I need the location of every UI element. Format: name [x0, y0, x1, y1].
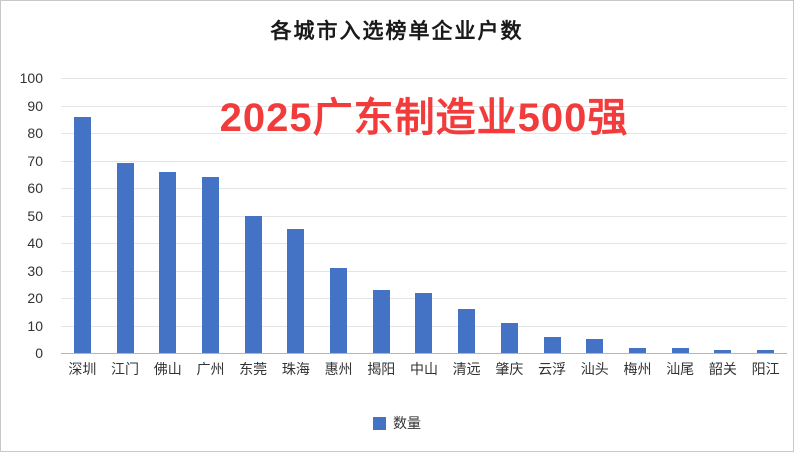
y-tick-label: 30	[27, 262, 43, 279]
bar-slot	[275, 78, 318, 353]
x-tick-label: 江门	[111, 361, 140, 377]
x-tick-label: 珠海	[281, 361, 310, 377]
plot-area	[61, 78, 787, 354]
bar-slot	[403, 78, 446, 353]
y-tick-label: 80	[27, 125, 43, 141]
x-tick-label: 东莞	[239, 361, 268, 377]
x-tick-label: 清远	[452, 361, 481, 377]
y-tick-label: 100	[19, 70, 43, 86]
bar	[500, 322, 518, 353]
x-tick-label: 汕尾	[666, 361, 695, 377]
y-axis: 0 10 20 30 40 50 60 70 80 90 100	[1, 70, 53, 361]
bar	[714, 350, 732, 353]
bar-slot	[702, 78, 745, 353]
y-tick-label: 60	[27, 180, 43, 196]
bar	[159, 171, 177, 353]
gridline	[61, 78, 787, 79]
bar	[415, 292, 433, 353]
x-tick-label: 阳江	[751, 361, 780, 377]
legend-swatch-icon	[373, 416, 386, 430]
x-tick-label: 广州	[196, 361, 225, 377]
x-tick-label: 佛山	[153, 361, 182, 377]
bar-slot	[659, 78, 702, 353]
gridline	[61, 188, 787, 189]
x-tick-label: 深圳	[68, 361, 97, 377]
bar	[372, 289, 390, 353]
bar-slot	[616, 78, 659, 353]
bar	[330, 267, 348, 353]
bar-slot	[104, 78, 147, 353]
bar	[244, 215, 262, 353]
gridline	[61, 270, 787, 272]
bar-slot	[146, 78, 189, 353]
x-tick-label: 揭阳	[367, 361, 396, 377]
bar-slot	[488, 78, 531, 353]
bar	[586, 339, 604, 353]
bar	[543, 336, 561, 353]
y-tick-label: 40	[27, 235, 43, 251]
x-axis: 深圳 江门 佛山 广州 东莞 珠海 惠州 揭阳 中山 清远 肇庆 云浮 汕头 梅州 汕尾 韶关 阳江	[61, 359, 787, 379]
bar	[116, 163, 134, 353]
x-tick-label: 云浮	[538, 361, 567, 377]
bar	[287, 229, 305, 353]
bar-slot	[744, 78, 787, 353]
bar-slot	[232, 78, 275, 353]
y-tick-label: 0	[35, 345, 43, 361]
bar-slot	[360, 78, 403, 353]
gridline	[61, 243, 787, 244]
chart-title: 各城市入选榜单企业户数	[270, 19, 524, 43]
x-tick-label: 韶关	[708, 361, 737, 377]
gridline	[61, 105, 787, 107]
gridline	[61, 133, 787, 134]
gridline	[61, 160, 787, 162]
bar-slot	[573, 78, 616, 353]
bar	[201, 177, 219, 353]
y-tick-label: 50	[27, 207, 43, 224]
bar-slot	[445, 78, 488, 353]
y-tick-label: 90	[27, 97, 43, 114]
x-tick-label: 中山	[409, 361, 438, 377]
bar	[458, 309, 476, 353]
y-tick-label: 70	[27, 152, 43, 169]
bar	[757, 350, 775, 353]
legend: 数量	[1, 413, 793, 433]
bar	[628, 347, 646, 353]
x-tick-label: 梅州	[623, 361, 652, 377]
bar-slot	[531, 78, 574, 353]
y-tick-label: 10	[27, 317, 43, 334]
x-tick-label: 肇庆	[495, 361, 524, 377]
x-tick-label: 汕头	[580, 361, 609, 377]
bar-slot	[317, 78, 360, 353]
gridline	[61, 215, 787, 217]
x-tick-label: 惠州	[324, 361, 353, 377]
bar	[671, 347, 689, 353]
bar	[73, 116, 91, 353]
y-tick-label: 20	[27, 290, 43, 306]
bar-slot	[189, 78, 232, 353]
legend-label: 数量	[393, 415, 421, 431]
bar-slot	[61, 78, 104, 353]
bar-series	[61, 78, 787, 353]
